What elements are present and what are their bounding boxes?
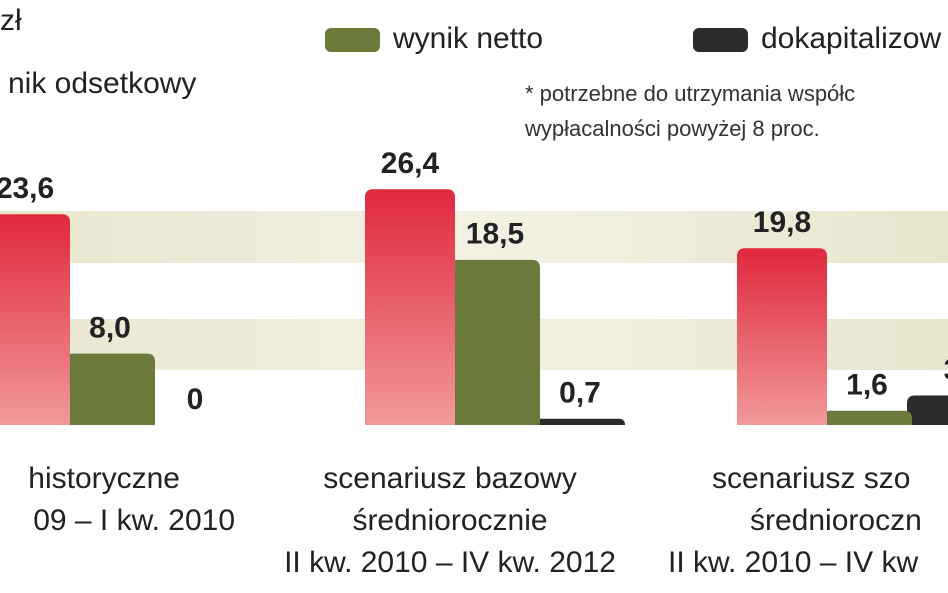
value-label: 23,6 xyxy=(0,172,54,205)
legend-label: wynik netto xyxy=(392,22,543,55)
value-label: 0,7 xyxy=(559,377,601,410)
value-label: 26,4 xyxy=(381,147,440,180)
note: wypłacalności powyżej 8 proc. xyxy=(524,116,820,141)
legend-swatch xyxy=(693,28,748,52)
x-tick-label: średnioroczn xyxy=(750,504,922,537)
bar xyxy=(65,353,155,425)
legend-swatch xyxy=(325,28,380,52)
chart-title: zł xyxy=(0,4,22,37)
bar xyxy=(365,189,455,425)
bar xyxy=(822,410,912,425)
bar xyxy=(0,214,70,425)
value-label: 19,8 xyxy=(753,206,811,239)
x-tick-label: 09 – I kw. 2010 xyxy=(33,504,235,537)
note: * potrzebne do utrzymania współc xyxy=(525,81,855,106)
bar xyxy=(907,395,948,425)
x-tick-label: historyczne xyxy=(28,462,180,495)
x-tick-label: średniorocznie xyxy=(352,504,547,537)
x-tick-label: scenariusz bazowy xyxy=(323,462,576,495)
bar xyxy=(535,418,625,425)
value-label: 3 xyxy=(944,353,948,386)
legend-label: dokapitalizow xyxy=(761,22,941,55)
bar xyxy=(450,259,540,425)
legend-label: nik odsetkowy xyxy=(8,67,196,100)
x-tick-label: II kw. 2010 – IV kw xyxy=(668,546,918,579)
value-label: 18,5 xyxy=(466,218,524,251)
value-label: 1,6 xyxy=(846,369,888,402)
bar xyxy=(737,248,827,425)
value-label: 0 xyxy=(187,383,204,416)
x-tick-label: scenariusz szo xyxy=(712,462,910,495)
x-tick-label: II kw. 2010 – IV kw. 2012 xyxy=(284,546,616,579)
value-label: 8,0 xyxy=(89,311,131,344)
